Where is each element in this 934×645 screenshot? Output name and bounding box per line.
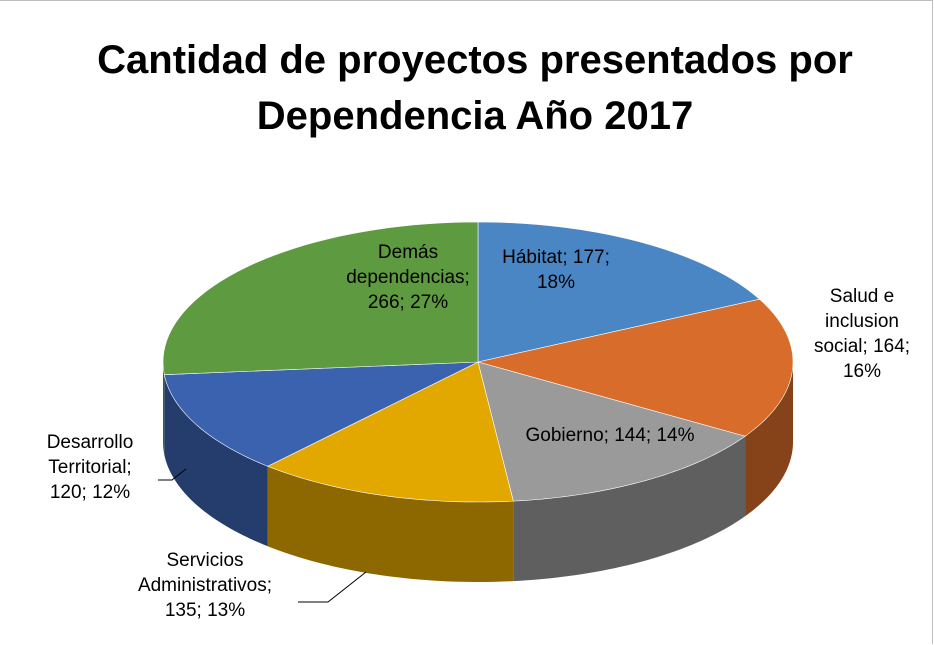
pie-slice-side [163,362,165,455]
pie-slice-side [513,436,746,582]
leader-line [298,571,367,603]
data-label: Desarrollo Territorial; 120; 12% [46,432,134,503]
pie-slice [267,361,514,503]
pie-slice [163,361,479,467]
leader-line [158,468,187,481]
chart-title: Cantidad de proyectos presentados por De… [97,38,853,138]
pie-slice-side [267,466,514,582]
pie-slice [162,221,479,375]
data-label: Gobierno; 144; 14% [525,425,695,446]
pie-slice [477,361,746,502]
data-label: Servicios Administrativos; 135; 13% [137,550,273,621]
pie-slice-side [164,374,268,547]
pie-slice [477,298,794,437]
pie-slice [477,221,761,363]
data-label: Demás dependencias; 266; 27% [346,242,470,313]
data-label: Hábitat; 177; 18% [502,247,610,293]
data-label: Salud e inclusion social; 164; 16% [813,286,911,382]
